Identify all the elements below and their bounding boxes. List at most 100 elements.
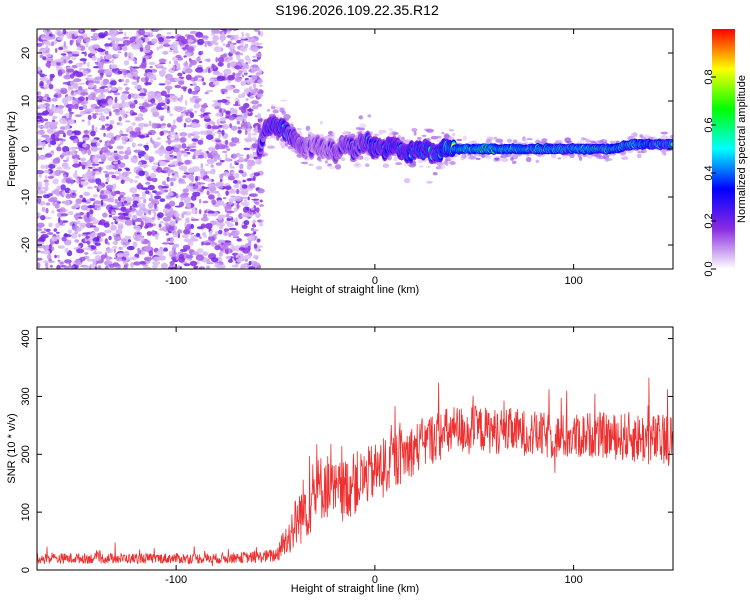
noise-blob [160,90,167,97]
noise-blob [247,245,251,251]
noise-blob [98,161,105,164]
ridge-halo-blob [329,166,335,170]
noise-blob [82,137,90,141]
noise-blob [127,94,132,100]
ridge-halo-blob [512,139,518,144]
noise-blob [63,259,72,264]
ridge-halo-blob [296,127,302,131]
noise-blob [234,160,237,164]
noise-blob [152,264,157,269]
noise-blob [93,200,102,205]
noise-blob [138,92,147,97]
noise-blob [188,182,194,187]
noise-blob [38,103,47,109]
noise-blob [190,122,199,129]
noise-blob [115,266,121,269]
noise-blob [169,207,174,214]
noise-blob [254,201,260,205]
noise-blob [251,143,258,149]
noise-blob [130,65,133,72]
noise-blob [215,181,224,188]
noise-blob [68,107,72,113]
noise-blob [231,137,235,142]
noise-blob [243,80,247,86]
noise-blob [164,42,169,46]
noise-blob [182,244,191,250]
noise-blob [47,176,55,179]
noise-blob [51,105,56,112]
noise-blob [108,98,113,104]
noise-blob [37,140,43,147]
noise-blob [186,239,190,243]
noise-blob [202,251,209,256]
noise-blob [57,143,62,147]
noise-blob [220,248,224,251]
ridge-halo-blob [324,136,330,140]
noise-blob [87,186,93,190]
noise-blob [123,83,128,86]
noise-blob [225,85,234,91]
noise-blob [187,241,194,246]
noise-blob [177,144,182,150]
noise-blob [76,220,81,225]
noise-blob [223,109,227,113]
noise-blob [95,106,100,109]
noise-blob [225,190,229,196]
ridge-halo-blob [266,136,272,140]
ridge-halo-blob [582,137,587,141]
noise-blob [54,59,63,63]
noise-blob [175,54,182,59]
noise-blob [90,141,99,148]
noise-blob [202,82,206,86]
noise-blob [148,61,156,66]
noise-blob [37,66,42,72]
noise-blob [225,152,228,160]
noise-blob [142,102,150,108]
noise-blob [167,81,172,84]
noise-blob [40,215,46,221]
noise-blob [54,137,60,142]
noise-blob [93,84,97,90]
noise-blob [217,61,224,67]
noise-blob [122,39,131,46]
noise-blob [91,124,95,131]
noise-blob [137,161,142,166]
noise-blob [229,162,233,169]
noise-blob [86,198,91,202]
noise-blob [149,66,153,69]
noise-blob [247,240,252,247]
noise-blob [165,36,171,39]
noise-blob [97,57,101,63]
noise-blob [83,191,91,197]
noise-blob [63,41,67,48]
noise-blob [37,119,43,122]
noise-blob [168,61,172,65]
noise-blob [78,106,84,111]
spectrogram-blobs [37,29,673,269]
noise-blob [61,146,70,153]
noise-blob [122,45,128,51]
noise-blob [103,80,108,86]
noise-blob [247,108,254,112]
noise-blob [243,147,251,151]
noise-blob [201,77,205,82]
noise-blob [178,80,185,86]
noise-blob [37,250,42,253]
noise-blob [120,238,128,242]
noise-blob [157,212,164,219]
noise-blob [167,87,170,94]
noise-blob [246,88,249,95]
noise-blob [174,138,182,141]
noise-blob [243,69,247,74]
noise-blob [84,252,89,255]
noise-blob [111,246,118,249]
noise-blob [257,79,263,84]
noise-blob [68,60,73,64]
noise-blob [63,166,71,170]
noise-blob [246,127,252,133]
noise-blob [219,117,227,122]
noise-blob [163,149,168,154]
noise-blob [79,222,88,227]
noise-blob [253,29,260,33]
